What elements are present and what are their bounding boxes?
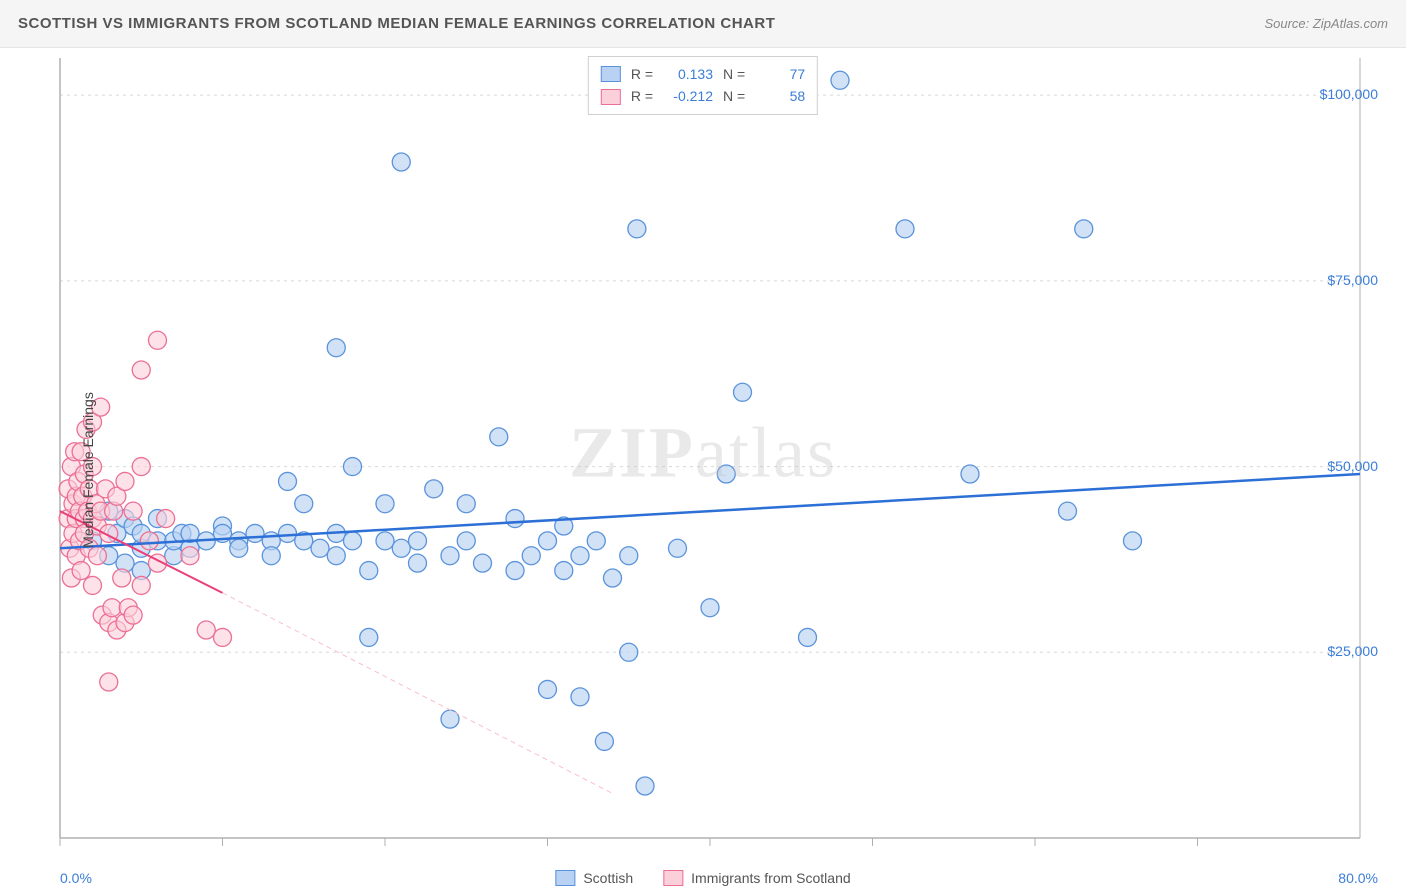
page-title: SCOTTISH VS IMMIGRANTS FROM SCOTLAND MED… <box>18 15 775 32</box>
scatter-plot-svg <box>0 48 1406 892</box>
legend-label: Scottish <box>583 870 633 886</box>
legend-r-label: R = <box>631 85 653 107</box>
legend-n-value: 58 <box>755 85 805 107</box>
y-tick-label: $50,000 <box>1327 458 1378 474</box>
legend-n-label: N = <box>723 85 745 107</box>
legend-r-value: -0.212 <box>663 85 713 107</box>
x-axis-max-label: 80.0% <box>1338 870 1378 886</box>
x-axis-min-label: 0.0% <box>60 870 92 886</box>
legend-row: R = 0.133 N = 77 <box>601 63 805 85</box>
legend-row: R = -0.212 N = 58 <box>601 85 805 107</box>
legend-swatch-icon <box>601 66 621 82</box>
y-tick-label: $100,000 <box>1320 86 1378 102</box>
legend-item: Immigrants from Scotland <box>663 870 851 886</box>
legend-swatch-icon <box>601 89 621 105</box>
y-tick-label: $75,000 <box>1327 272 1378 288</box>
legend-label: Immigrants from Scotland <box>691 870 851 886</box>
legend-r-value: 0.133 <box>663 63 713 85</box>
legend-swatch-icon <box>555 870 575 886</box>
legend-item: Scottish <box>555 870 633 886</box>
legend-swatch-icon <box>663 870 683 886</box>
legend-n-value: 77 <box>755 63 805 85</box>
y-tick-label: $25,000 <box>1327 643 1378 659</box>
legend-n-label: N = <box>723 63 745 85</box>
legend-r-label: R = <box>631 63 653 85</box>
legend-correlation: R = 0.133 N = 77 R = -0.212 N = 58 <box>588 56 818 115</box>
chart-area: Median Female Earnings ZIPatlas R = 0.13… <box>0 48 1406 892</box>
legend-series: Scottish Immigrants from Scotland <box>555 870 850 886</box>
y-axis-label: Median Female Earnings <box>80 392 96 548</box>
source-label: Source: ZipAtlas.com <box>1264 16 1388 31</box>
